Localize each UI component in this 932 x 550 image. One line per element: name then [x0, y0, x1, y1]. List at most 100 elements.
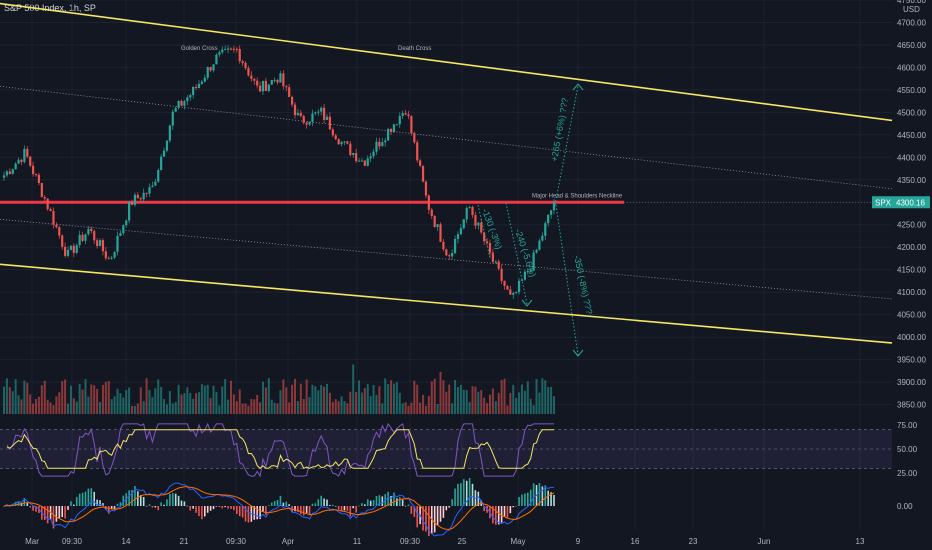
candle-body: [288, 87, 291, 97]
candle-body: [66, 249, 70, 256]
y-tick-label: 4050.00: [897, 311, 926, 320]
y-tick-label: 4150.00: [897, 266, 926, 275]
candle-body: [5, 171, 9, 176]
volume-bar: [183, 393, 186, 414]
volume-bar: [238, 389, 241, 414]
x-tick-label: 25: [458, 537, 467, 546]
candle-body: [279, 73, 282, 83]
candle-body: [517, 280, 521, 293]
macd-histogram-bar: [428, 506, 430, 537]
candle-body: [183, 101, 186, 106]
macd-histogram-bar: [38, 506, 40, 514]
macd-histogram-bar: [201, 506, 203, 520]
volume-bar: [40, 385, 43, 414]
macd-histogram-bar: [422, 506, 424, 531]
last-price-badge: [894, 196, 930, 209]
candle-body: [547, 214, 550, 224]
macd-histogram-bar: [183, 501, 186, 506]
candle-body: [282, 73, 285, 87]
volume-bar: [99, 402, 102, 414]
macd-histogram-bar: [416, 506, 419, 528]
candle-body: [270, 79, 273, 85]
volume-bar: [17, 395, 20, 414]
macd-histogram-bar: [288, 504, 290, 506]
volume-bar: [509, 392, 512, 414]
candle-body: [162, 150, 166, 157]
macd-histogram-bar: [93, 491, 96, 506]
volume-bar: [241, 403, 244, 414]
volume-bar: [474, 386, 477, 414]
y-tick-label: 4600.00: [897, 63, 926, 72]
macd-histogram-bar: [142, 496, 145, 506]
macd-histogram-bar: [29, 506, 31, 508]
candle-body: [471, 206, 474, 216]
candle-body: [378, 141, 381, 147]
volume-bar: [200, 384, 203, 414]
volume-bar: [136, 403, 139, 414]
candle-body: [110, 257, 113, 259]
volume-bar: [3, 386, 5, 414]
candle-body: [430, 209, 433, 217]
macd-histogram-bar: [506, 506, 509, 518]
y-tick-label: 3950.00: [897, 356, 926, 365]
candle-body: [407, 114, 410, 117]
rsi-ma-line: [6, 429, 554, 469]
macd-histogram-bar: [393, 492, 395, 506]
macd-histogram-bar: [148, 504, 151, 506]
macd-histogram-bar: [26, 502, 29, 506]
macd-histogram-bar: [209, 506, 212, 511]
macd-histogram-bar: [78, 493, 81, 506]
candle-body: [352, 153, 355, 155]
macd-histogram-bar: [541, 486, 544, 506]
macd-histogram-bar: [483, 506, 485, 512]
candle-body: [323, 107, 326, 120]
x-tick-label: 23: [689, 537, 698, 546]
macd-histogram-bar: [366, 499, 369, 506]
volume-bar: [227, 399, 230, 414]
volume-bar: [69, 385, 72, 414]
macd-histogram-bar: [524, 493, 526, 506]
candle-body: [64, 246, 67, 256]
volume-bar: [78, 383, 81, 414]
macd-histogram-bar: [378, 495, 381, 506]
volume-bar: [419, 402, 422, 414]
volume-bar: [55, 396, 58, 414]
candle-body: [253, 78, 256, 81]
candle-body: [200, 81, 203, 84]
volume-bar: [459, 384, 462, 414]
macd-histogram-bar: [256, 506, 258, 520]
macd-histogram-bar: [236, 506, 238, 514]
macd-histogram-bar: [317, 499, 320, 506]
channel-inner-lower: [0, 218, 893, 300]
macd-histogram-bar: [189, 506, 192, 511]
candles: [2, 44, 556, 299]
volume-bar: [392, 383, 395, 414]
candle-body: [226, 48, 230, 50]
volume-bar: [503, 378, 506, 414]
volume-bar: [133, 405, 136, 414]
macd-histogram-bar: [180, 500, 183, 506]
macd-histogram-bar: [425, 506, 427, 532]
candle-body: [55, 224, 58, 228]
macd-histogram-bar: [448, 506, 451, 508]
macd-histogram-bar: [343, 506, 346, 511]
volume-bar: [37, 396, 40, 414]
candle-body: [439, 224, 442, 242]
macd-histogram-bar: [270, 502, 273, 506]
macd-histogram-bar: [361, 503, 363, 506]
candle-body: [436, 224, 439, 227]
x-tick-label: 09:30: [62, 537, 83, 546]
volume-bar: [151, 397, 154, 414]
volume-bar: [203, 385, 206, 414]
y-tick-label: 4200.00: [897, 243, 926, 252]
volume-bar: [93, 385, 96, 414]
candle-body: [119, 233, 122, 236]
volume-bar: [553, 396, 555, 414]
volume-bar: [381, 403, 384, 414]
macd-histogram-bar: [81, 492, 84, 506]
volume-bar: [433, 378, 436, 414]
macd-histogram-bar: [84, 491, 87, 506]
volume-bar: [523, 390, 526, 414]
volume-bar: [398, 392, 401, 414]
